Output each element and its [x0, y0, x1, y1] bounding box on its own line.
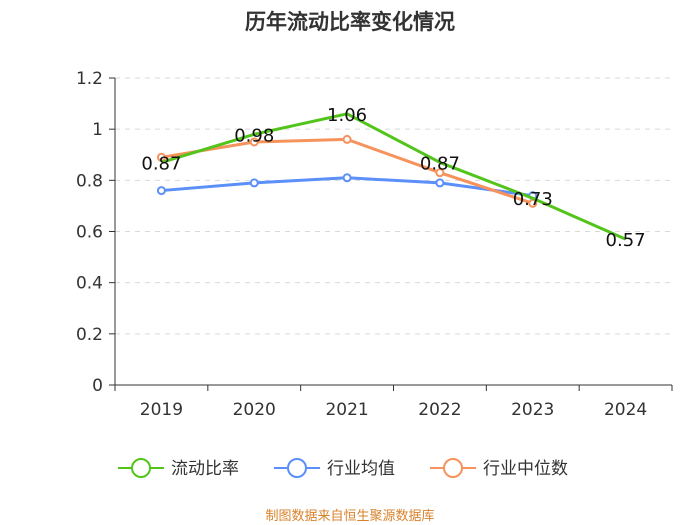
series-point	[435, 178, 445, 188]
legend-marker	[287, 458, 307, 478]
x-tick-label: 2019	[140, 400, 183, 420]
legend-label: 行业中位数	[483, 459, 568, 479]
y-tick-label: 0.4	[76, 274, 103, 294]
series-line	[161, 137, 534, 205]
x-tick-label: 2020	[233, 400, 276, 420]
y-tick-label: 0.8	[76, 171, 103, 191]
y-tick-label: 1.2	[76, 69, 103, 89]
x-tick-label: 2024	[604, 400, 647, 420]
data-label: 0.98	[234, 125, 274, 146]
series-point	[435, 168, 445, 178]
legend-label: 流动比率	[171, 459, 239, 479]
series-point	[342, 134, 352, 144]
data-label: 0.57	[606, 230, 646, 251]
legend-marker	[443, 458, 463, 478]
series-line	[160, 112, 627, 241]
series-point	[249, 178, 259, 188]
legend-marker	[131, 458, 151, 478]
y-tick-label: 0	[92, 376, 103, 396]
data-label: 1.06	[327, 105, 367, 126]
series-point	[156, 186, 166, 196]
series-point	[342, 173, 352, 183]
legend-label: 行业均值	[327, 459, 395, 479]
data-label: 0.87	[141, 153, 181, 174]
chart-title: 历年流动比率变化情况	[245, 10, 455, 34]
x-tick-label: 2023	[511, 400, 554, 420]
y-tick-label: 0.2	[76, 325, 103, 345]
y-tick-label: 1	[92, 120, 103, 140]
data-label: 0.87	[420, 153, 460, 174]
x-tick-label: 2021	[325, 400, 368, 420]
source-note: 制图数据来自恒生聚源数据库	[265, 509, 435, 524]
data-label: 0.73	[513, 189, 553, 210]
x-tick-label: 2022	[418, 400, 461, 420]
series-point	[249, 137, 259, 147]
y-tick-label: 0.6	[76, 223, 103, 243]
series-point	[156, 152, 166, 162]
